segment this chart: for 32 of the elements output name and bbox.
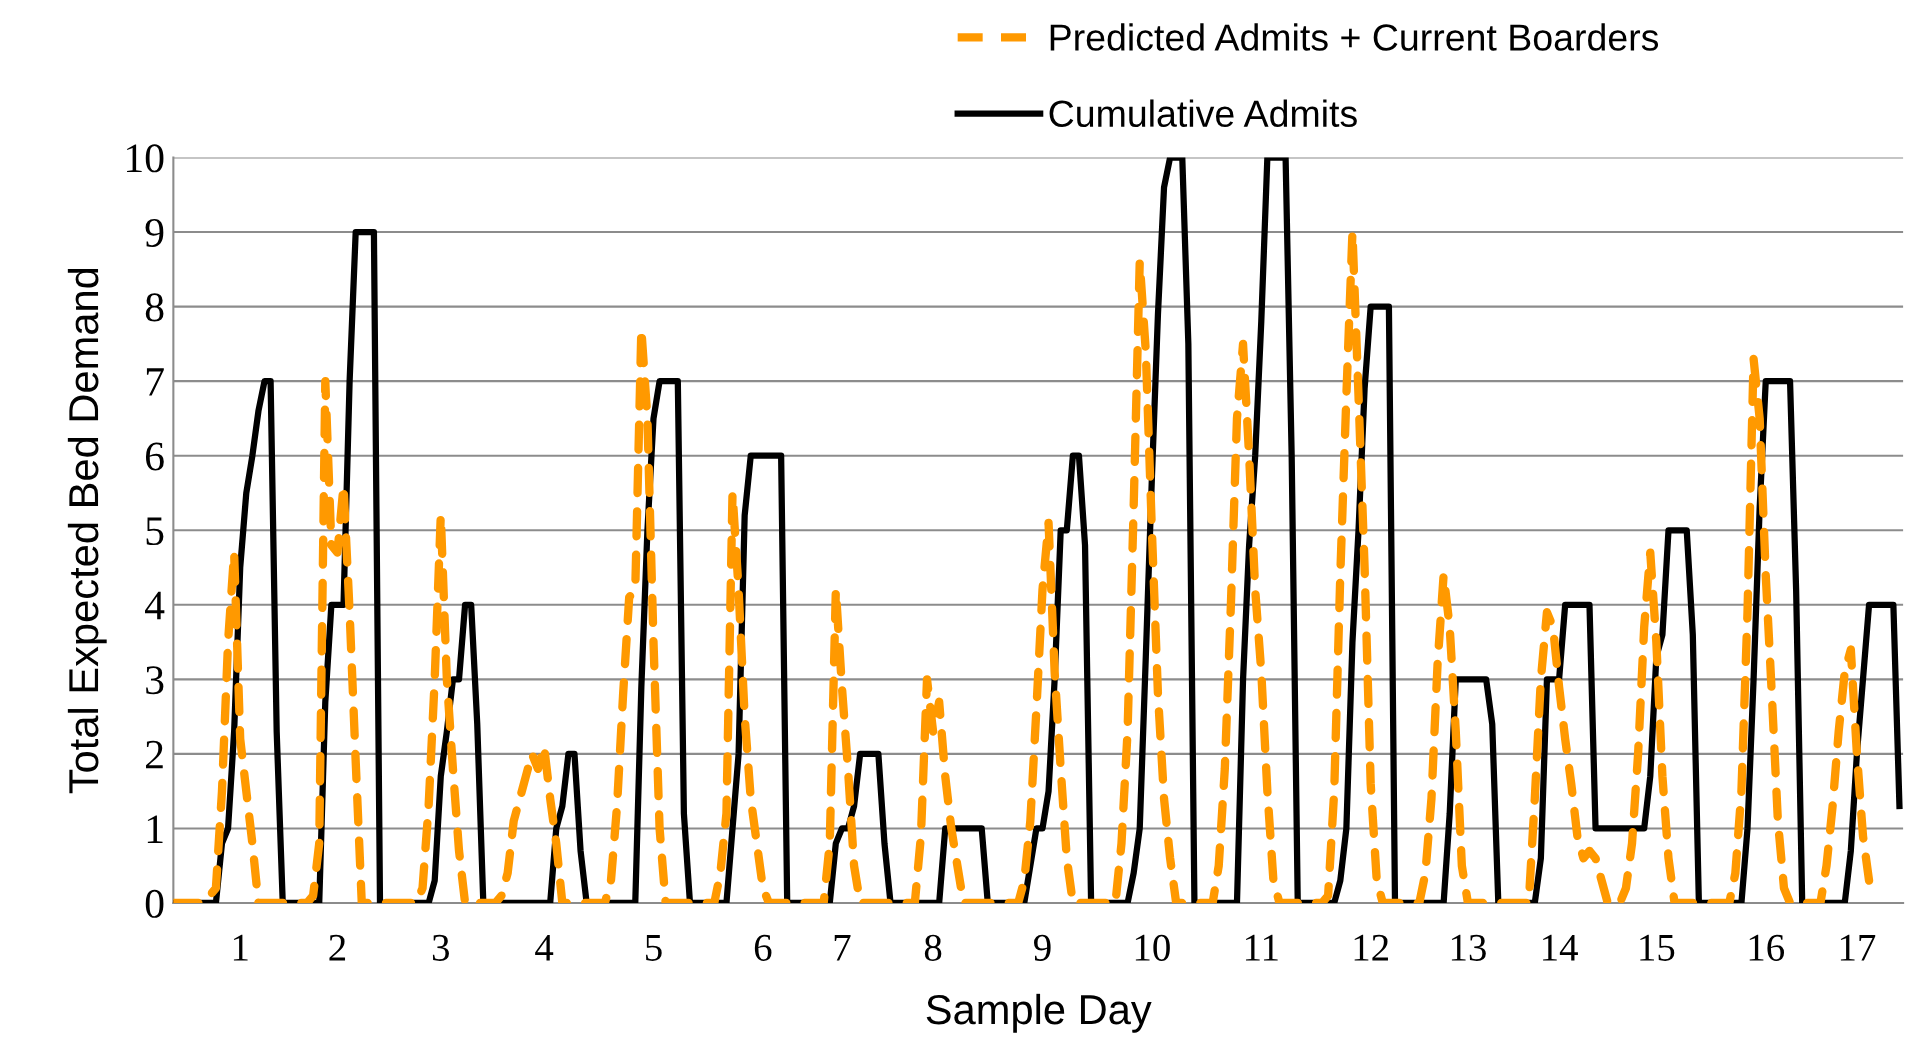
x-tick-label: 13	[1451, 934, 1486, 961]
x-tick-label: 11	[1245, 934, 1278, 961]
x-tick-label: 9	[1034, 934, 1051, 961]
legend-label: Cumulative Admits	[1049, 99, 1357, 127]
y-tick-label: 4	[145, 591, 165, 620]
x-tick-label: 8	[924, 934, 942, 961]
x-tick-label: 17	[1840, 934, 1876, 961]
x-tick-label: 6	[754, 934, 772, 961]
y-tick-label: 7	[146, 368, 164, 396]
y-tick-label: 8	[145, 293, 164, 322]
x-tick-label: 10	[1135, 934, 1170, 961]
y-tick-label: 2	[146, 740, 163, 769]
y-tick-label: 10	[127, 144, 164, 173]
x-tick-label: 3	[432, 934, 449, 961]
legend-label: Predicted Admits + Current Boarders	[1050, 23, 1659, 51]
x-tick-label: 15	[1640, 934, 1675, 961]
x-tick-label: 2	[329, 934, 346, 961]
x-tick-label: 16	[1749, 934, 1785, 961]
y-tick-label: 6	[145, 442, 164, 471]
x-tick-label: 4	[535, 934, 554, 961]
x-tick-label: 5	[646, 935, 662, 961]
y-tick-label: 3	[146, 666, 164, 695]
y-tick-label: 1	[147, 815, 163, 843]
y-tick-label: 5	[146, 517, 164, 546]
y-axis-title: Total Expected Bed Demand	[67, 268, 107, 794]
y-tick-label: 9	[145, 218, 164, 247]
y-tick-label: 0	[145, 889, 164, 918]
x-tick-label: 1	[233, 934, 248, 961]
x-axis-title: Sample Day	[926, 993, 1152, 1033]
x-tick-label: 7	[834, 935, 851, 961]
x-tick-label: 14	[1543, 934, 1578, 961]
x-tick-label: 12	[1354, 934, 1388, 961]
